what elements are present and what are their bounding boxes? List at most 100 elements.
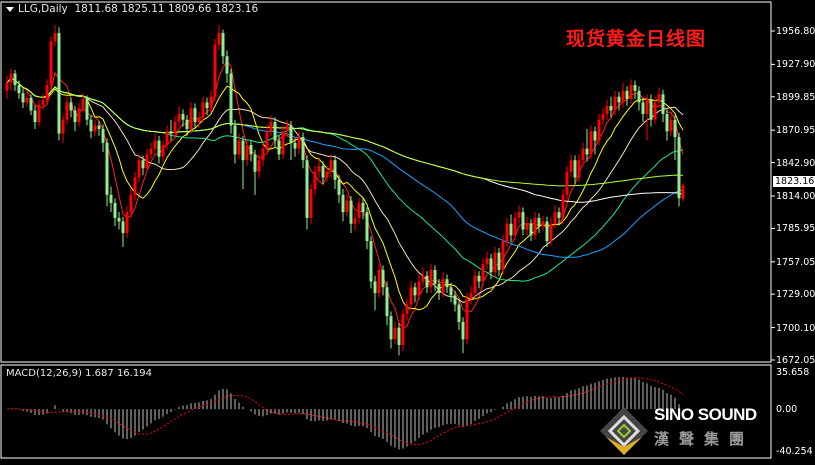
macd-name: MACD(12,26,9) — [6, 368, 82, 379]
candle-body — [465, 298, 469, 340]
candle-body — [525, 223, 529, 230]
candle-body — [89, 119, 93, 132]
candle-body — [317, 165, 321, 172]
candle-body — [569, 160, 573, 172]
candle-body — [365, 212, 369, 242]
candle-body — [673, 119, 677, 138]
candle-body — [45, 85, 49, 101]
candle-body — [101, 128, 105, 143]
candle-body — [345, 200, 349, 213]
candle-body — [169, 131, 173, 134]
candle-body — [505, 223, 509, 242]
candle-body — [29, 97, 33, 111]
candle-body — [301, 137, 305, 161]
candle-body — [69, 102, 73, 111]
candle-body — [129, 194, 133, 213]
candle-body — [597, 119, 601, 141]
price-tick-label: 1785.95 — [776, 223, 815, 235]
candle-body — [557, 212, 561, 218]
candle-body — [677, 137, 681, 199]
candle-body — [629, 85, 633, 99]
candle-body — [573, 160, 577, 178]
candle-body — [121, 221, 125, 233]
chart-title: 现货黄金日线图 — [566, 28, 707, 50]
candle-body — [593, 131, 597, 141]
candle-body — [477, 275, 481, 282]
candle-body — [533, 217, 537, 236]
candle-body — [461, 321, 465, 340]
candle-body — [497, 252, 501, 270]
candle-body — [437, 283, 441, 294]
candle-body — [581, 148, 585, 161]
price-tick-label: 1729.00 — [776, 289, 815, 301]
candle-body — [265, 131, 269, 149]
moving-average-line — [6, 77, 683, 187]
candle-body — [361, 202, 365, 213]
candle-body — [441, 279, 445, 294]
candle-body — [537, 217, 541, 227]
candle-body — [381, 269, 385, 288]
macd-tick-label: 0.00 — [776, 404, 798, 416]
macd-values: 1.687 16.194 — [85, 368, 152, 379]
candle-body — [41, 100, 45, 105]
candle-body — [589, 131, 593, 155]
macd-tick-label: 35.658 — [776, 367, 810, 378]
macd-tick-label: -40.254 — [776, 446, 813, 457]
candle-body — [509, 223, 513, 236]
candle-body — [133, 177, 137, 195]
candle-body — [421, 275, 425, 282]
candle-body — [489, 258, 493, 273]
candle-body — [13, 73, 17, 86]
candle-body — [541, 221, 545, 227]
price-tick-label: 1927.90 — [776, 59, 815, 71]
macd-signal-line — [6, 377, 684, 446]
candle-body — [429, 269, 433, 288]
moving-average-line — [6, 59, 684, 330]
candle-body — [65, 102, 69, 120]
candle-body — [325, 171, 329, 178]
candle-body — [213, 44, 217, 97]
candle-body — [189, 108, 193, 129]
ohlc-readout: 1811.68 1825.11 1809.66 1823.16 — [74, 3, 259, 15]
candle-body — [621, 90, 625, 103]
candle-body — [81, 98, 85, 109]
price-tick-label: 1842.90 — [776, 157, 815, 169]
symbol-label: LLG,Daily — [18, 3, 68, 15]
candle-body — [641, 102, 645, 114]
candle-body — [17, 85, 21, 94]
candle-body — [217, 33, 221, 45]
candle-body — [665, 113, 669, 132]
candle-body — [313, 171, 317, 190]
candle-body — [37, 104, 41, 123]
candle-body — [613, 96, 617, 111]
candle-body — [633, 85, 637, 91]
moving-average-line — [6, 77, 684, 303]
candle-body — [433, 269, 437, 284]
candle-body — [661, 94, 665, 114]
candle-body — [653, 102, 657, 120]
price-tick-label: 1870.95 — [776, 125, 815, 137]
axis-ticks — [771, 30, 775, 361]
candle-body — [609, 105, 613, 111]
candle-body — [173, 122, 177, 134]
candle-body — [281, 131, 285, 155]
candle-body — [449, 287, 453, 296]
candle-body — [137, 160, 141, 178]
candle-body — [149, 148, 153, 155]
candle-body — [617, 96, 621, 103]
candle-body — [285, 125, 289, 132]
candle-body — [517, 212, 521, 218]
candle-body — [389, 316, 393, 340]
candle-body — [549, 223, 553, 242]
candle-body — [109, 194, 113, 203]
candle-body — [49, 41, 53, 86]
candle-body — [405, 304, 409, 314]
candle-body — [165, 131, 169, 146]
dropdown-triangle-icon[interactable] — [6, 6, 14, 12]
candle-body — [233, 125, 237, 155]
candle-body — [529, 223, 533, 236]
candle-body — [649, 98, 653, 120]
candle-body — [221, 33, 225, 57]
candle-body — [545, 221, 549, 242]
